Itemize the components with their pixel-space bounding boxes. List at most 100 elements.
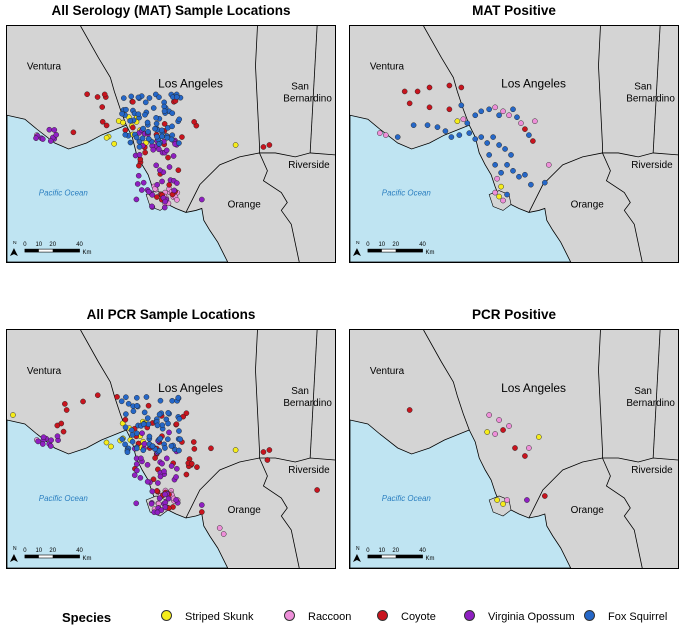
north-label: N <box>356 546 360 552</box>
sample-point <box>149 192 156 198</box>
sample-point <box>484 140 490 146</box>
sample-point <box>120 95 127 101</box>
sample-point <box>173 497 179 503</box>
sample-point <box>153 115 159 121</box>
orange-riverside-border <box>602 450 678 463</box>
legend-label: Coyote <box>401 611 436 623</box>
sample-point <box>504 162 510 168</box>
scale-tick-label: 20 <box>392 242 399 248</box>
sample-point <box>133 134 140 141</box>
sample-point <box>145 128 151 135</box>
la-sb-border <box>598 330 603 451</box>
sample-point <box>119 436 126 442</box>
sample-point <box>111 141 117 147</box>
label-bernardino: Bernardino <box>283 93 332 104</box>
sample-point <box>141 409 148 416</box>
map-frame: Ventura Los Angeles San Bernardino Orange Riv… <box>6 329 336 569</box>
sample-point <box>123 411 129 417</box>
scale-tick-label: 40 <box>419 242 426 248</box>
sample-point <box>522 126 528 132</box>
sample-point <box>190 439 197 445</box>
sample-point <box>532 118 538 124</box>
sample-point <box>154 422 161 429</box>
sample-point <box>144 119 151 126</box>
sample-point <box>136 144 143 150</box>
scale-tick-label: 0 <box>23 242 27 248</box>
sample-point <box>140 421 147 428</box>
sample-point <box>122 416 129 423</box>
sample-point <box>122 131 129 138</box>
ocean <box>350 114 572 262</box>
ventura-la-border <box>423 330 470 431</box>
sample-point <box>168 136 175 143</box>
label-san: San <box>634 81 652 92</box>
sample-point <box>145 402 152 409</box>
sample-point <box>156 141 162 147</box>
scale-tick-label: 20 <box>49 548 56 554</box>
sample-point <box>494 497 500 503</box>
sample-point <box>173 94 180 100</box>
sample-point <box>131 472 138 479</box>
sb-riverside-east <box>309 26 318 153</box>
sample-point <box>504 497 510 503</box>
sample-point <box>10 412 16 418</box>
sample-point <box>128 93 135 100</box>
sample-point <box>199 502 205 508</box>
scale-bar-segment <box>395 249 423 253</box>
legend-swatch <box>464 610 475 621</box>
sample-point <box>410 122 417 128</box>
panel-title: PCR Positive <box>471 307 557 322</box>
sample-point <box>194 464 200 470</box>
north-arrow-icon <box>352 248 361 257</box>
sample-point <box>153 162 159 169</box>
sample-point <box>120 119 126 126</box>
sample-point <box>168 463 175 469</box>
sample-point <box>94 392 101 399</box>
sample-point <box>494 175 500 182</box>
sample-point <box>161 108 168 114</box>
label-ventura: Ventura <box>370 62 405 73</box>
sb-riverside-east <box>309 330 318 459</box>
label-los-angeles: Los Angeles <box>158 76 223 90</box>
la-orange-border <box>528 457 603 519</box>
sample-point <box>138 455 144 462</box>
sample-point <box>530 138 536 144</box>
scale-tick-label: 0 <box>366 548 370 554</box>
map-frame: Ventura Los Angeles San Bernardino Orange Riv… <box>349 329 679 569</box>
sample-point <box>165 420 171 427</box>
sample-point <box>500 427 506 433</box>
sample-point <box>166 429 172 436</box>
sample-point <box>156 495 163 502</box>
sample-point <box>161 121 168 127</box>
sample-point <box>99 118 106 125</box>
scale-tick-label: 40 <box>76 548 83 554</box>
sample-point <box>382 132 389 138</box>
sample-point <box>191 446 198 452</box>
north-arrow-icon <box>352 554 361 562</box>
north-label: N <box>13 240 17 246</box>
sample-point <box>171 187 177 194</box>
sample-point <box>145 421 152 428</box>
sample-point <box>508 152 514 158</box>
sample-point <box>377 130 383 136</box>
sample-point <box>119 110 125 117</box>
sample-point <box>542 493 548 499</box>
sample-point <box>406 407 413 413</box>
sample-point <box>173 474 179 480</box>
ventura-la-border <box>423 26 470 126</box>
sample-point <box>176 140 182 146</box>
la-orange-border <box>185 152 260 213</box>
sample-point <box>108 443 114 450</box>
sample-point <box>140 179 147 186</box>
ocean <box>350 419 572 568</box>
sample-point <box>166 164 173 170</box>
sample-point <box>504 191 510 198</box>
sample-point <box>516 173 522 180</box>
scale-unit: Km <box>426 556 435 562</box>
label-bernardino: Bernardino <box>626 93 675 104</box>
sample-point <box>137 156 144 163</box>
sample-point <box>114 394 120 400</box>
sample-point <box>141 440 148 447</box>
sample-point <box>133 196 140 203</box>
sample-point <box>133 461 140 467</box>
